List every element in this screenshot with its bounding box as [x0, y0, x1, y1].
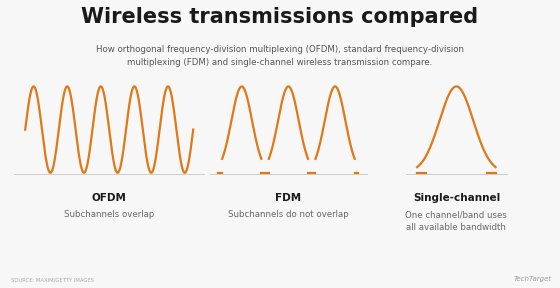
Text: Wireless transmissions compared: Wireless transmissions compared	[81, 7, 479, 27]
Text: TechTarget: TechTarget	[514, 276, 552, 282]
Text: FDM: FDM	[276, 193, 301, 203]
Text: SOURCE: MAXIM/GETTY IMAGES: SOURCE: MAXIM/GETTY IMAGES	[11, 277, 94, 282]
Text: OFDM: OFDM	[92, 193, 127, 203]
Text: One channel/band uses
all available bandwidth: One channel/band uses all available band…	[405, 210, 507, 232]
Text: Single-channel: Single-channel	[413, 193, 500, 203]
Text: Subchannels do not overlap: Subchannels do not overlap	[228, 210, 349, 219]
Text: How orthogonal frequency-division multiplexing (OFDM), standard frequency-divisi: How orthogonal frequency-division multip…	[96, 45, 464, 67]
Text: Subchannels overlap: Subchannels overlap	[64, 210, 155, 219]
